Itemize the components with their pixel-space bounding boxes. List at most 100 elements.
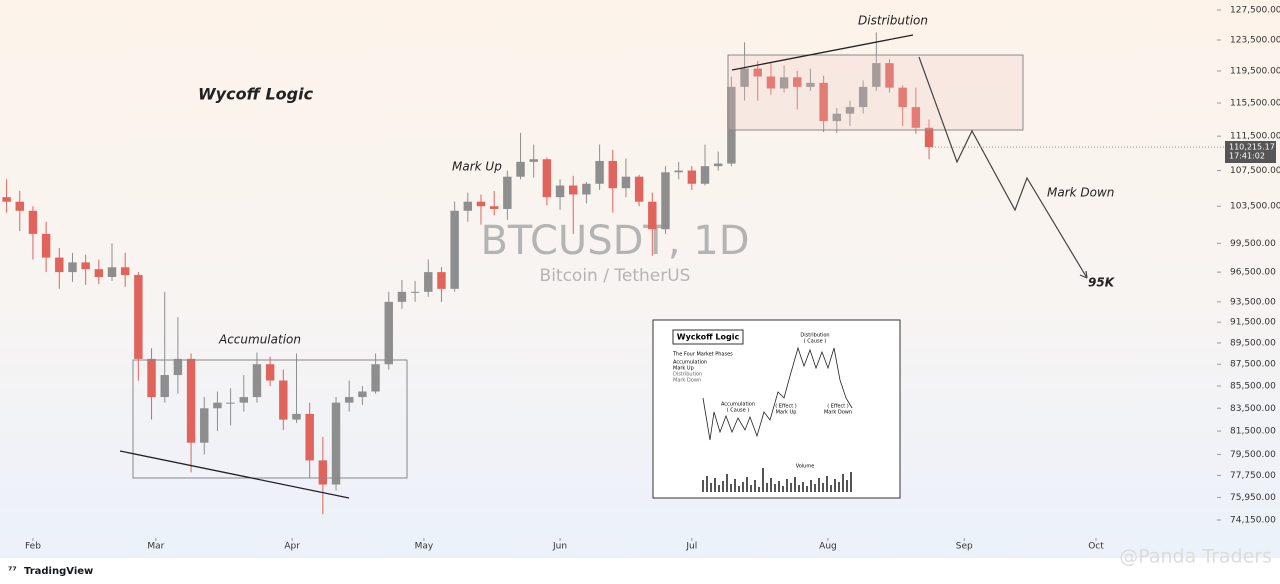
annotation-title: Wycoff Logic [198,85,314,104]
y-tick-label: 93,500.00 [1230,297,1276,307]
candle-body [55,257,64,273]
y-tick-label: 79,500.00 [1230,450,1276,460]
candle-body [753,68,762,77]
candle-body [555,185,565,198]
candle-body [305,413,314,461]
candle-body [226,402,235,404]
x-tick-label: Aug [819,542,837,552]
plot [2,32,934,515]
inset-label: Volume [796,464,815,470]
annotation: Accumulation [218,333,301,347]
x-tick-label: Mar [147,542,164,552]
candle-body [147,358,156,398]
resistance-trendline [731,34,914,71]
projection-arrow [1079,270,1088,279]
inset-label: Mark Up [776,410,797,416]
candle-body [265,364,275,381]
candle-body [924,127,934,148]
x-tick-label: May [415,542,434,552]
inset-title-box [672,329,744,345]
candle-body [358,391,367,398]
candle-body [661,172,670,230]
x-tick-label: Oct [1088,542,1104,552]
candle-body [410,291,420,293]
candle-body [727,86,736,164]
inset-label: ( Effect ) [827,404,849,410]
inset-phase: Distribution [673,372,702,378]
candle-body [582,183,591,195]
candle-body [779,77,789,89]
candle-body [450,210,459,289]
candle-body [793,77,802,87]
x-tick-label: Jul [685,542,697,552]
y-tick-label: 111,500.00 [1230,132,1280,142]
candle-body [687,170,697,184]
candle-body [806,82,815,87]
candle-body [740,68,749,87]
y-tick-label: 119,500.00 [1230,66,1280,76]
inset-phase: Mark Down [673,378,701,384]
inset-label: ( Cause ) [804,339,827,345]
candle-body [503,176,512,209]
y-tick-label: 96,500.00 [1230,268,1276,278]
candle-body [318,460,328,485]
y-tick-label: 127,500.00 [1230,6,1280,16]
candle-body [120,267,130,276]
candle-body [476,201,486,207]
inset-subtitle: The Four Market Phases [672,352,733,358]
y-tick-label: 123,500.00 [1230,35,1280,45]
candle-body [279,380,288,420]
candle-body [41,233,51,258]
footer-bar [0,558,1280,584]
candle-body [489,206,499,209]
y-tick-label: 77,750.00 [1230,471,1276,481]
candle-body [94,269,104,278]
inset: Wyckoff Logic The Four Market Phases Acc… [652,319,901,499]
candle-body [516,161,525,177]
projection-path [918,56,1088,279]
y-tick-label: 103,500.00 [1230,202,1280,212]
y-tick-label: 85,500.00 [1230,381,1276,391]
last-time-label: 17:41:02 [1229,152,1265,161]
brand-logo: ⁷⁷ [8,566,17,577]
candle-body [213,402,222,409]
annotation: Distribution [858,14,928,28]
candle-body [634,176,644,202]
inset-title: Wyckoff Logic [677,333,740,342]
y-tick-label: 99,500.00 [1230,239,1276,249]
x-tick-label: Sep [956,542,973,552]
inset-label: Accumulation [721,402,755,408]
inset-phase: Accumulation [673,360,707,366]
candle-body [463,201,473,211]
inset-label: ( Cause ) [727,408,750,414]
candle-body [160,375,169,398]
candle-body [239,397,249,403]
inset-phase: Mark Up [673,366,694,372]
y-tick-label: 75,950.00 [1230,493,1276,503]
inset-label: Distribution [800,333,829,339]
annotation: Mark Down [1047,186,1114,200]
brand: TradingView [24,566,93,577]
candle-body [542,159,552,198]
candle-body [569,185,578,195]
candle-body [81,262,90,270]
inset-label: Mark Down [824,410,852,416]
candle-body [872,63,881,87]
candle-body [595,160,604,184]
last-price-label: 110,215.17 [1229,143,1275,152]
inset-diagram [702,346,853,441]
candle-body [424,272,433,292]
candle-body [344,397,354,403]
candle-body [397,291,407,302]
candle-body [384,301,393,365]
candle-body [173,358,183,376]
candle-body [648,201,657,230]
candle-body [911,107,921,128]
y-tick-label: 87,500.00 [1230,360,1276,370]
y-tick-label: 81,500.00 [1230,427,1276,437]
y-tick-label: 74,150.00 [1230,516,1276,526]
candle-body [529,159,538,162]
watermark-author: @Panda Traders [1119,546,1272,568]
